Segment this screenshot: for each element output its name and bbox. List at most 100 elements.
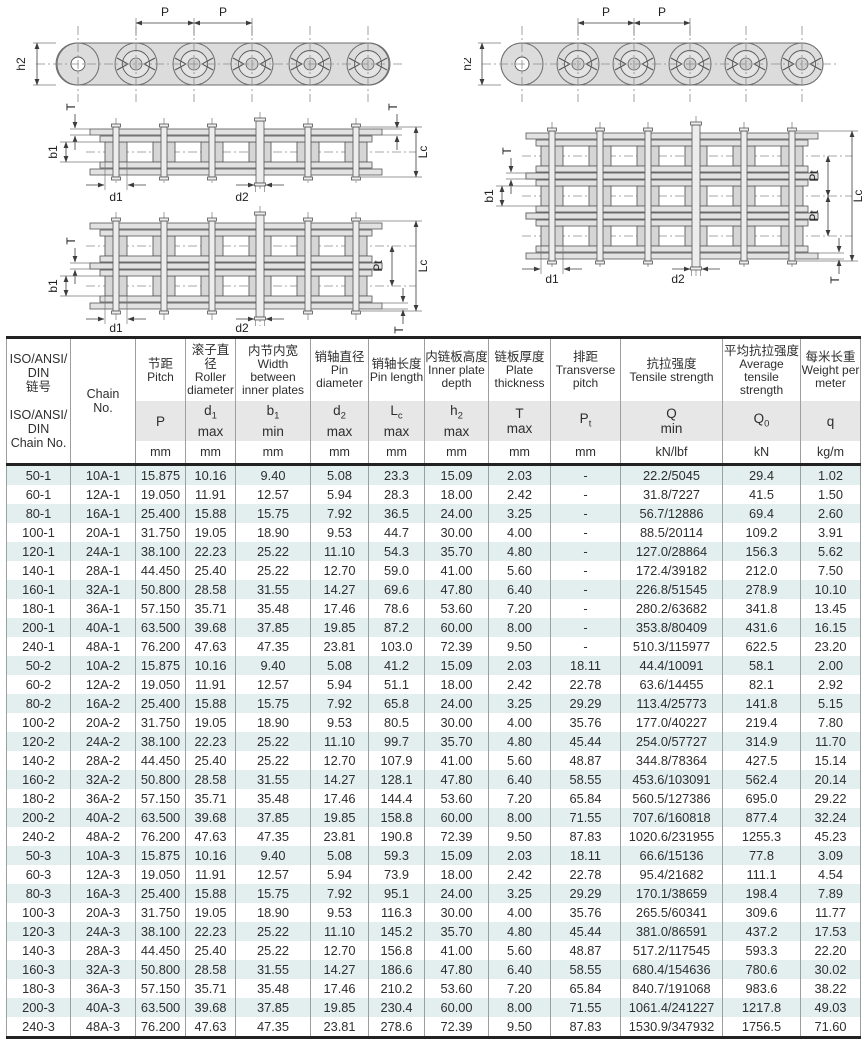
- table-cell: 20A-3: [70, 903, 136, 922]
- table-cell: 29.4: [722, 464, 801, 485]
- table-cell: 278.6: [368, 1017, 425, 1038]
- table-cell: 8.00: [488, 998, 551, 1017]
- table-cell: 23.81: [310, 1017, 369, 1038]
- table-cell: 11.77: [800, 903, 861, 922]
- unit-cell: mm: [235, 441, 311, 466]
- table-cell: -: [550, 485, 621, 504]
- table-cell: 6.40: [488, 770, 551, 789]
- table-cell: 212.0: [722, 561, 801, 580]
- table-cell: 510.3/115977: [620, 637, 723, 656]
- table-cell: 63.500: [135, 618, 186, 637]
- symbol-average-tensile-strength: Q0: [722, 401, 801, 441]
- table-cell: 427.5: [722, 751, 801, 770]
- table-cell: 22.23: [185, 922, 236, 941]
- table-cell: 22.2/5045: [620, 464, 723, 485]
- table-cell: 25.22: [235, 941, 311, 960]
- table-cell: 19.050: [135, 485, 186, 504]
- table-cell: 12A-3: [70, 865, 136, 884]
- table-cell: 25.400: [135, 504, 186, 523]
- table-cell: 32A-3: [70, 960, 136, 979]
- table-cell: 69.6: [368, 580, 425, 599]
- table-cell: 72.39: [424, 1017, 489, 1038]
- header-iso-chain-no: ISO/ANSI/ DIN 链号 ISO/ANSI/ DIN Chain No.: [6, 337, 71, 466]
- table-cell: 99.7: [368, 732, 425, 751]
- table-cell: 309.6: [722, 903, 801, 922]
- dim-label-inner-width: b1: [46, 145, 60, 159]
- table-cell: 32.24: [800, 808, 861, 827]
- table-cell: 437.2: [722, 922, 801, 941]
- table-cell: 113.4/25773: [620, 694, 723, 713]
- table-cell: 15.75: [235, 884, 311, 903]
- table-cell: 60-3: [6, 865, 71, 884]
- table-row: 200-2 40A-2 63.500 39.68 37.85 19.85 158.8 60.0…: [6, 808, 861, 827]
- table-cell: 127.0/28864: [620, 542, 723, 561]
- table-row: 120-1 24A-1 38.100 22.23 25.22 11.10 54.3 35.70…: [6, 542, 861, 561]
- table-cell: 16.15: [800, 618, 861, 637]
- table-cell: 65.8: [368, 694, 425, 713]
- table-cell: 19.05: [185, 903, 236, 922]
- table-cell: 23.81: [310, 827, 369, 846]
- table-row: 180-1 36A-1 57.150 35.71 35.48 17.46 78.6 53.60…: [6, 599, 861, 618]
- dim-label-transverse-pitch: Pt: [371, 260, 385, 272]
- dim-label-pin-length: Lc: [851, 190, 865, 203]
- table-cell: 7.92: [310, 694, 369, 713]
- symbol-inner-width: b1 min: [235, 401, 311, 441]
- table-cell: 76.200: [135, 637, 186, 656]
- table-cell: 48A-3: [70, 1017, 136, 1038]
- table-cell: 60.00: [424, 808, 489, 827]
- table-cell: 19.85: [310, 998, 369, 1017]
- table-cell: 31.55: [235, 580, 311, 599]
- unit-cell: mm: [310, 441, 369, 466]
- table-cell: 32A-2: [70, 770, 136, 789]
- dim-label-pitch: P: [658, 5, 666, 19]
- symbol-roller-diameter: d1 max: [185, 401, 236, 441]
- simplex-chain-side-view: P P h2: [14, 5, 404, 102]
- table-cell: 31.8/7227: [620, 485, 723, 504]
- table-cell: -: [550, 637, 621, 656]
- table-cell: 36.5: [368, 504, 425, 523]
- table-cell: 7.89: [800, 884, 861, 903]
- table-cell: 47.35: [235, 1017, 311, 1038]
- unit-cell: mm: [185, 441, 236, 466]
- table-cell: 82.1: [722, 675, 801, 694]
- table-cell: 11.91: [185, 485, 236, 504]
- table-cell: 41.00: [424, 941, 489, 960]
- table-row: 50-3 10A-3 15.875 10.16 9.40 5.08 59.3 15.09 2.0…: [6, 846, 861, 865]
- table-cell: 240-1: [6, 637, 71, 656]
- table-cell: 6.40: [488, 960, 551, 979]
- table-cell: 87.83: [550, 827, 621, 846]
- table-cell: 2.60: [800, 504, 861, 523]
- unit-cell: kN: [722, 441, 801, 466]
- table-cell: 11.10: [310, 922, 369, 941]
- table-cell: 40A-1: [70, 618, 136, 637]
- table-cell: 19.05: [185, 713, 236, 732]
- table-row: 180-2 36A-2 57.150 35.71 35.48 17.46 144.4 53.6…: [6, 789, 861, 808]
- table-cell: 7.20: [488, 599, 551, 618]
- table-cell: 381.0/86591: [620, 922, 723, 941]
- table-cell: 31.55: [235, 960, 311, 979]
- table-cell: 32A-1: [70, 580, 136, 599]
- table-cell: 48A-2: [70, 827, 136, 846]
- table-cell: 47.35: [235, 827, 311, 846]
- table-cell: 35.48: [235, 599, 311, 618]
- table-cell: 24A-2: [70, 732, 136, 751]
- table-row: 240-3 48A-3 76.200 47.63 47.35 23.81 278.6 72.3…: [6, 1017, 861, 1038]
- table-cell: 44.450: [135, 751, 186, 770]
- table-cell: 50.800: [135, 770, 186, 789]
- table-cell: 254.0/57727: [620, 732, 723, 751]
- table-cell: 210.2: [368, 979, 425, 998]
- table-cell: 35.71: [185, 979, 236, 998]
- table-cell: 50.800: [135, 960, 186, 979]
- table-cell: 190.8: [368, 827, 425, 846]
- table-cell: 226.8/51545: [620, 580, 723, 599]
- table-cell: 11.91: [185, 675, 236, 694]
- table-cell: 17.46: [310, 979, 369, 998]
- table-cell: 7.20: [488, 979, 551, 998]
- table-cell: 180-2: [6, 789, 71, 808]
- table-cell: 14.27: [310, 960, 369, 979]
- table-cell: 95.4/21682: [620, 865, 723, 884]
- table-cell: 80.5: [368, 713, 425, 732]
- table-cell: 3.25: [488, 694, 551, 713]
- table-row: 100-3 20A-3 31.750 19.05 18.90 9.53 116.3 30.00…: [6, 903, 861, 922]
